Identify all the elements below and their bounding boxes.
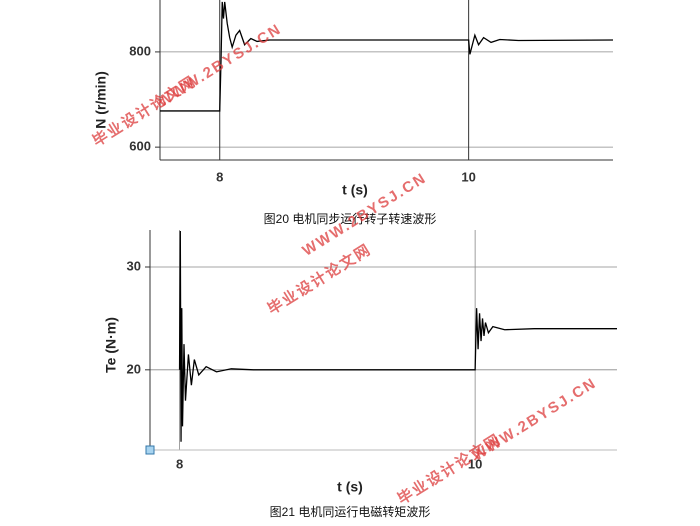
x-tick-label: 10 [468,456,482,471]
y-tick-label: 600 [129,139,151,154]
watermark: WWW.2BYSJ.CN [469,374,599,464]
x-tick-label: 8 [216,169,223,184]
y-tick-label: 800 [129,43,151,58]
y-axis-label: N (r/min) [93,71,109,129]
y-tick-label: 30 [127,258,141,273]
x-tick-label: 10 [461,169,475,184]
x-axis-label: t (s) [342,182,368,198]
y-axis-label: Te (N·m) [103,317,119,373]
figure-caption: 图20 电机同步运行转子转速波形 [264,211,437,226]
x-tick-label: 8 [176,456,183,471]
y-tick-label: 20 [127,361,141,376]
data-line [178,231,617,442]
corner-handle [145,445,155,455]
x-axis-label: t (s) [337,479,363,495]
figure-caption: 图21 电机同运行电磁转矩波形 [270,504,431,519]
data-line [160,1,613,112]
